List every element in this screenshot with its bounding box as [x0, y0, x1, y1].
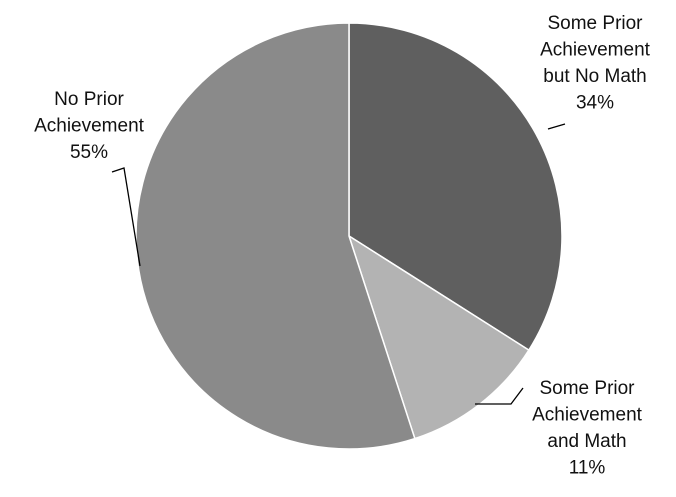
pie-slice-no-prior	[135, 22, 416, 450]
leader-line-some-prior-and-math	[475, 387, 524, 405]
leader-lines	[111, 123, 566, 405]
data-label-category-some-prior-no-math: Some Prior	[547, 13, 643, 34]
pie-slices	[135, 22, 563, 450]
data-label-category-some-prior-and-math: and Math	[547, 431, 626, 452]
data-label-percent-no-prior: 55%	[70, 142, 108, 163]
data-label-category-no-prior: No Prior	[54, 89, 124, 110]
data-label-category-no-prior: Achievement	[34, 116, 145, 137]
leader-line-no-prior	[111, 167, 141, 267]
data-label-percent-some-prior-and-math: 11%	[569, 458, 606, 479]
slice-labels: Some Prior Achievement but No Math 34% Some …	[34, 13, 651, 479]
data-label-category-some-prior-and-math: Achievement	[532, 405, 643, 426]
leader-line-some-prior-no-math	[547, 123, 566, 130]
data-label-category-some-prior-no-math: Achievement	[540, 40, 651, 61]
pie-slice-some-prior-no-math	[348, 22, 563, 352]
data-label-category-some-prior-no-math: but No Math	[543, 66, 647, 87]
data-label-category-some-prior-and-math: Some Prior	[539, 378, 635, 399]
data-label-percent-some-prior-no-math: 34%	[576, 93, 614, 114]
